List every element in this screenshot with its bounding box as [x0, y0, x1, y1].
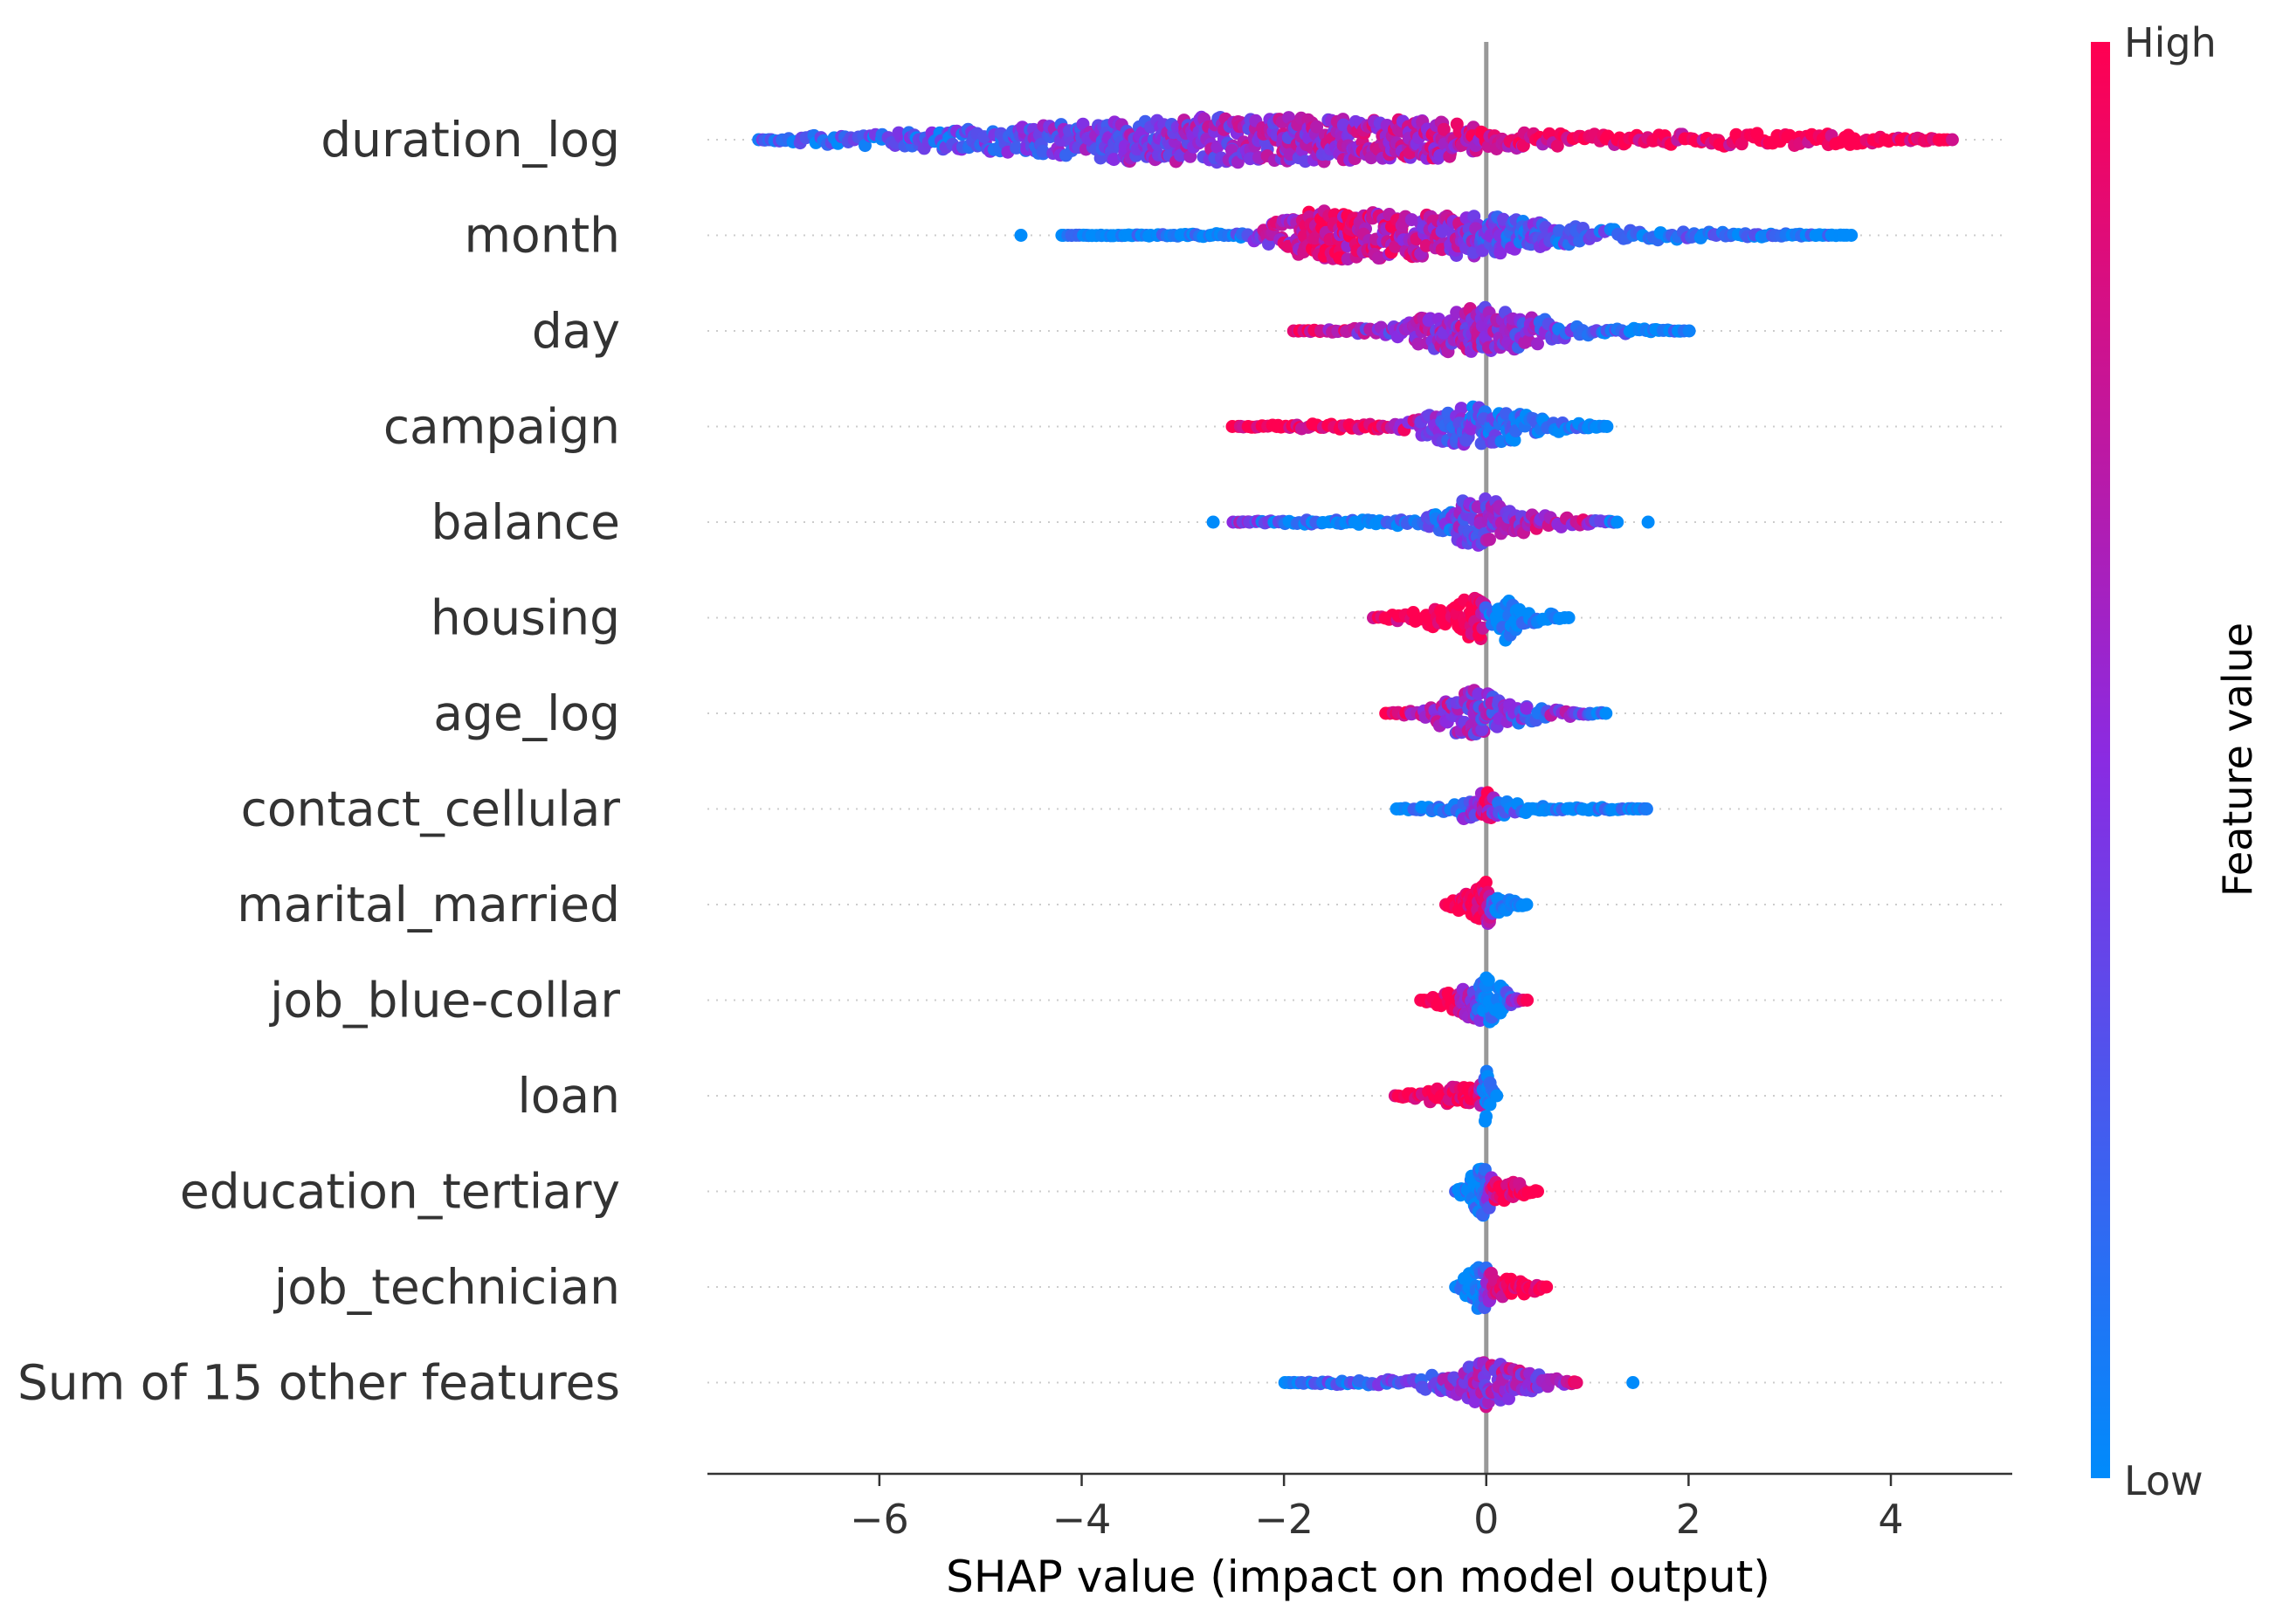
shap-outlier-point — [1206, 515, 1220, 529]
x-axis: −6 −4 −2 0 2 4 — [707, 1472, 2012, 1543]
feature-label: balance — [431, 494, 620, 550]
feature-label: month — [464, 208, 620, 264]
feature-dots-loan — [1388, 1064, 1504, 1128]
shap-point — [1483, 533, 1496, 547]
shap-point — [1422, 313, 1436, 327]
feature-label: campaign — [383, 399, 620, 455]
feature-dots-balance — [1206, 492, 1655, 552]
shap-point — [1465, 605, 1478, 619]
shap-point — [1639, 802, 1653, 815]
shap-point — [1437, 122, 1451, 136]
shap-point — [1550, 139, 1564, 153]
dots-layer — [752, 110, 1959, 1414]
colorbar-title: Feature value — [2214, 623, 2261, 897]
shap-point — [1310, 120, 1324, 134]
feature-dots-job_technician — [1449, 1261, 1554, 1315]
feature-dots-Sum of 15 other features — [1278, 1356, 1640, 1414]
shap-outlier-point — [1626, 1376, 1640, 1389]
feature-label: loan — [518, 1068, 621, 1124]
shap-point — [1682, 324, 1696, 338]
colorbar-low-label: Low — [2124, 1457, 2204, 1504]
feature-dots-contact_cellular — [1390, 786, 1653, 826]
shap-point — [1521, 994, 1535, 1007]
feature-dots-campaign — [1225, 400, 1614, 451]
shap-point — [1481, 974, 1495, 987]
shap-point — [1490, 1089, 1504, 1103]
colorbar-high-label: High — [2124, 19, 2217, 66]
shap-point — [1531, 337, 1544, 351]
feature-dots-month — [1014, 204, 1859, 266]
x-axis-title: SHAP value (impact on model output) — [946, 1552, 1770, 1602]
shap-point — [1520, 898, 1534, 912]
shap-point — [1036, 144, 1050, 158]
shap-point — [1371, 251, 1385, 265]
feature-label: contact_cellular — [241, 781, 621, 837]
x-tick-label: −2 — [1254, 1496, 1314, 1543]
shap-point — [1945, 133, 1959, 147]
feature-dots-housing — [1367, 591, 1576, 647]
shap-point — [1479, 876, 1493, 889]
x-ticks: −6 −4 −2 0 2 4 — [850, 1474, 1904, 1543]
colorbar-gradient — [2091, 42, 2110, 1478]
feature-dots-education_tertiary — [1449, 1162, 1544, 1222]
shap-point — [1107, 153, 1121, 167]
x-tick-label: −4 — [1052, 1496, 1112, 1543]
feature-label: housing — [431, 590, 620, 646]
shap-point — [1454, 402, 1468, 416]
feature-label: Sum of 15 other features — [17, 1355, 620, 1411]
shap-point — [1599, 706, 1613, 720]
feature-dots-marital_married — [1439, 876, 1534, 931]
feature-label: duration_log — [321, 112, 620, 168]
shap-point — [1540, 1280, 1554, 1294]
feature-dots-day — [1286, 300, 1696, 359]
feature-label: job_technician — [273, 1259, 620, 1315]
feature-dots-duration_log — [752, 110, 1959, 169]
shap-outlier-point — [1014, 229, 1028, 242]
x-tick-label: −6 — [850, 1496, 909, 1543]
shap-point — [1845, 229, 1859, 242]
feature-label: age_log — [433, 685, 620, 741]
shap-point — [1610, 515, 1624, 529]
x-tick-label: 2 — [1676, 1496, 1701, 1543]
feature-label: job_blue-collar — [269, 973, 620, 1029]
feature-label: day — [532, 303, 620, 359]
colorbar: High Low Feature value — [2091, 19, 2261, 1504]
feature-label: marital_married — [237, 877, 620, 932]
shap-point — [1520, 701, 1534, 715]
shap-point — [1472, 687, 1486, 701]
shap-point — [1783, 128, 1797, 142]
shap-point — [1336, 118, 1350, 132]
shap-outlier-point — [1641, 515, 1655, 529]
feature-label: education_tertiary — [180, 1164, 620, 1220]
shap-point — [1468, 1395, 1482, 1408]
shap-point — [1531, 1185, 1544, 1198]
x-tick-label: 4 — [1878, 1496, 1903, 1543]
feature-dots-job_blue-collar — [1414, 971, 1535, 1029]
shap-point — [1479, 1110, 1493, 1124]
shap-point — [1569, 1376, 1583, 1389]
shap-point — [1475, 723, 1489, 737]
shap-point — [1562, 611, 1576, 624]
x-tick-label: 0 — [1473, 1496, 1499, 1543]
feature-dots-age_log — [1379, 684, 1613, 741]
shap-point — [1459, 433, 1473, 447]
shap-point — [1600, 420, 1614, 433]
